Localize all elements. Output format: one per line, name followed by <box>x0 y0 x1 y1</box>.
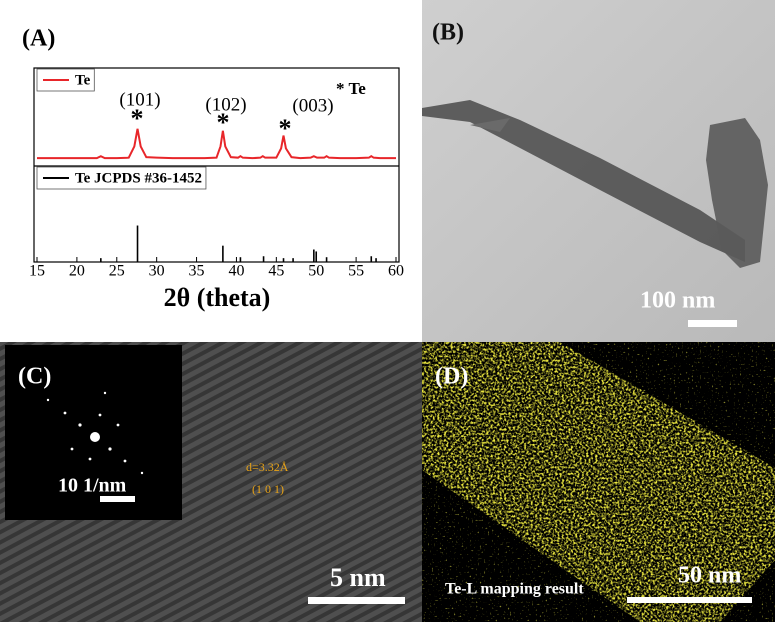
x-tick-label: 25 <box>109 263 125 280</box>
spot <box>46 398 50 402</box>
scale-bar-label: 50 nm <box>678 563 741 589</box>
x-tick-label: 20 <box>69 263 85 280</box>
scale-bar-label: 5 nm <box>330 563 386 592</box>
scale-bar <box>308 597 405 604</box>
spot <box>63 411 67 415</box>
data-line <box>37 128 396 160</box>
nanorod-fragment <box>470 118 510 132</box>
peak-annotation: (101) <box>119 89 160 110</box>
spot <box>98 413 102 417</box>
peak-annotation: (102) <box>205 94 246 115</box>
inset-scale-label: 10 1/nm <box>58 475 127 497</box>
spot <box>70 447 74 451</box>
spot <box>103 391 107 395</box>
spot <box>123 459 127 463</box>
te-signal-band <box>422 342 775 622</box>
x-tick-label: 15 <box>29 263 45 280</box>
nanorod-bundle <box>706 118 768 268</box>
x-tick-label: 50 <box>308 263 324 280</box>
spot <box>88 457 92 461</box>
x-tick-label: 30 <box>149 263 165 280</box>
inset-scale-bar <box>100 496 135 502</box>
peak-marker: * <box>131 104 144 133</box>
legend-box <box>36 166 207 190</box>
plot-frame <box>33 67 400 263</box>
peak-marker: * <box>217 108 230 137</box>
x-tick-label: 60 <box>388 263 404 280</box>
peak-marker: * <box>279 114 292 143</box>
d-spacing: d=3.32Å <box>246 460 289 474</box>
legend-label: Te JCPDS #36-1452 <box>75 170 202 186</box>
spot <box>78 423 82 427</box>
legend-label: Te <box>75 72 91 88</box>
x-tick-label: 35 <box>189 263 205 280</box>
eds-map-d: (D) Te-L mapping result 50 nm <box>422 342 775 622</box>
spot <box>108 447 112 451</box>
scale-bar <box>688 320 737 327</box>
hrtem-image-c: 10 1/nm (C) d=3.32Å (1 0 1) 5 nm <box>0 342 422 622</box>
lattice-plane: (1 0 1) <box>252 482 284 496</box>
map-caption: Te-L mapping result <box>445 581 584 598</box>
panel-label: (B) <box>432 20 464 46</box>
tem-image-b: 100 nm (B) <box>422 0 775 342</box>
x-tick-label: 40 <box>228 263 244 280</box>
peak-annotation: (003) <box>292 95 333 116</box>
marker-legend: * Te <box>336 79 366 98</box>
panel-label: (C) <box>18 364 51 390</box>
x-axis-label: 2θ (theta) <box>164 283 271 312</box>
scale-bar <box>627 597 752 603</box>
nanorod <box>422 100 745 262</box>
x-tick-label: 55 <box>348 263 364 280</box>
spot <box>90 432 100 442</box>
spot <box>140 471 144 475</box>
spot <box>116 423 120 427</box>
scale-bar-label: 100 nm <box>640 288 715 314</box>
panel-label: (D) <box>435 364 468 390</box>
diffraction-spots <box>46 391 144 475</box>
x-tick-label: 45 <box>268 263 284 280</box>
panel-label: (A) <box>22 26 55 52</box>
